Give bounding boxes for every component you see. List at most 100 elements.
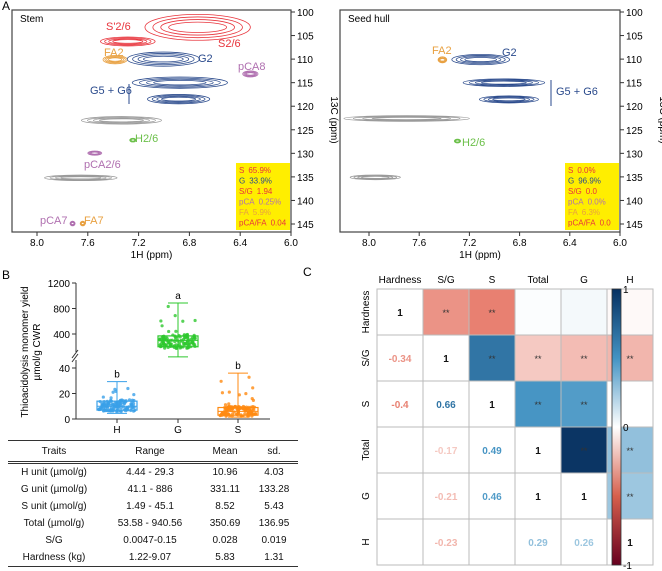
contour-peak [151, 94, 206, 104]
heatmap-cell [560, 380, 608, 428]
contour-peak [483, 96, 535, 103]
x-tick-label: 8.0 [362, 238, 376, 249]
y-tick-label: 400 [53, 330, 70, 341]
data-point [244, 392, 248, 396]
contour-peak [131, 76, 228, 89]
correlation-value: 1 [535, 446, 541, 457]
heatmap-cell [376, 472, 424, 520]
table-cell: 1.31 [264, 552, 284, 563]
peak-label: S'2/6 [106, 21, 131, 33]
composition-item: G 33.9% [239, 177, 272, 186]
data-point [174, 329, 178, 333]
peak-label: pCA7 [40, 215, 68, 227]
panel-title: Stem [20, 14, 43, 25]
box [96, 400, 138, 411]
table-cell: 133.28 [258, 484, 290, 495]
x-tick-label: 7.2 [132, 238, 146, 249]
composition-value: 96.9% [578, 177, 601, 186]
row-label: Total [361, 439, 372, 460]
significance-marker: ** [442, 308, 450, 318]
contour-peak [88, 151, 102, 156]
significance-letter: b [114, 370, 120, 381]
contour-peak [156, 95, 201, 103]
composition-item: pCA/FA 0.0 [568, 219, 611, 228]
heatmap-cell [422, 288, 470, 336]
axis-break [71, 353, 79, 363]
contour-peak [349, 174, 401, 181]
y-tick-label: 20 [59, 390, 71, 401]
correlation-value: 0.49 [482, 446, 502, 457]
correlation-value: 1 [627, 538, 633, 549]
y-tick-label: 140 [626, 196, 643, 207]
header-mean: Mean [212, 445, 238, 457]
column-label: G [580, 275, 588, 286]
data-point [186, 336, 190, 340]
contour-peak [60, 176, 102, 180]
peak-label: FA2 [432, 45, 452, 57]
composition-label: FA [568, 208, 578, 217]
composition-label: S [239, 166, 244, 175]
composition-value: 1.94 [257, 187, 273, 196]
y-tick-label: 120 [297, 102, 314, 113]
correlation-value: 1 [535, 492, 541, 503]
data-point [167, 341, 171, 345]
contour-peak [481, 80, 527, 85]
data-point [160, 324, 164, 328]
significance-letter: a [175, 291, 181, 302]
heatmap-cell [422, 380, 470, 428]
composition-item: FA 6.3% [568, 208, 600, 217]
significance-marker: ** [534, 400, 542, 410]
row-label: G [361, 492, 372, 500]
heatmap-cell [422, 426, 470, 474]
traits-table: Traits Range Mean sd. H unit (µmol/g) 4.4… [8, 440, 298, 567]
correlation-value: 1 [581, 492, 587, 503]
row-label: S [361, 400, 372, 407]
table-cell: S unit (µmol/g) [21, 501, 87, 512]
y-axis-label-units: µmol/g CWR [32, 324, 43, 381]
y-tick-label: 130 [297, 149, 314, 160]
data-point [250, 396, 254, 401]
contour-peak [44, 174, 118, 182]
significance-marker: ** [488, 354, 496, 364]
x-tick-label: 6.0 [284, 238, 298, 249]
contour-peak [464, 57, 497, 63]
table-row: S unit (µmol/g) 1.49 - 45.1 8.52 5.43 [8, 498, 298, 515]
contour-peak [492, 97, 526, 102]
composition-item: G 96.9% [568, 177, 601, 186]
x-tick-label: G [174, 425, 182, 436]
y-tick-label: 0 [64, 415, 70, 426]
y-tick-label: 105 [297, 32, 314, 43]
contour-peak [439, 58, 446, 62]
data-point [187, 342, 191, 346]
y-tick-label: 110 [297, 55, 313, 66]
composition-item: FA 5.9% [239, 208, 271, 217]
composition-item: pCA/FA 0.04 [239, 219, 287, 228]
data-point [193, 336, 197, 341]
x-tick-label: 7.6 [412, 238, 426, 249]
header-range: Range [135, 445, 165, 457]
y-tick-label: 105 [626, 32, 643, 43]
heatmap-cell [514, 472, 562, 520]
heatmap-cell [376, 288, 424, 336]
table-row: Hardness (kg) 1.22-9.07 5.83 1.31 [8, 549, 298, 567]
composition-label: FA [239, 208, 249, 217]
data-point [243, 412, 247, 416]
table-cell: S/G [45, 535, 63, 546]
data-point [166, 304, 170, 309]
data-point [181, 319, 185, 323]
data-point [223, 403, 228, 407]
data-point [235, 408, 239, 412]
x-tick-label: 8.0 [30, 238, 44, 249]
composition-box [236, 163, 290, 230]
contour-peak [152, 16, 243, 39]
heatmap-cell [560, 472, 608, 520]
correlation-value: 0.26 [574, 538, 594, 549]
correlation-value: -0.34 [389, 354, 412, 365]
table-cell: 53.58 - 940.56 [117, 518, 183, 529]
data-point [183, 342, 187, 346]
y-tick-label: 125 [297, 126, 314, 137]
column-label: H [626, 275, 633, 286]
contour-peak [100, 36, 156, 47]
